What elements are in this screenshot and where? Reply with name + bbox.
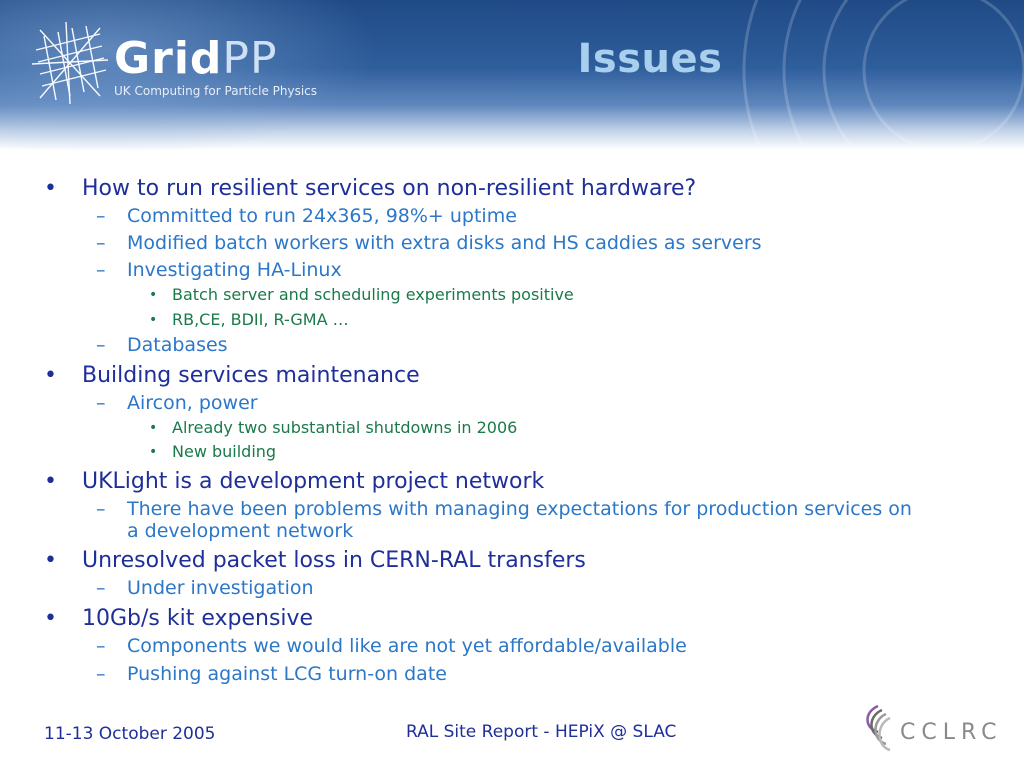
- list-item-text: Modified batch workers with extra disks …: [127, 232, 762, 254]
- bullet-icon: •: [44, 548, 57, 573]
- bullet-icon: •: [149, 420, 158, 436]
- list-item-text: Databases: [127, 334, 228, 356]
- list-item-text: Batch server and scheduling experiments …: [172, 285, 574, 304]
- header-banner: GridPP UK Computing for Particle Physics…: [0, 0, 1024, 150]
- dash-bullet-icon: –: [96, 232, 106, 254]
- dash-bullet-icon: –: [96, 577, 106, 599]
- gridpp-subtitle: UK Computing for Particle Physics: [114, 84, 318, 98]
- dash-bullet-icon: –: [96, 498, 106, 520]
- gridpp-mesh-icon: [31, 21, 109, 105]
- cclrc-wordmark: CCLRC: [900, 720, 1003, 745]
- bullet-icon: •: [149, 287, 158, 303]
- gridpp-logo: GridPP UK Computing for Particle Physics: [30, 20, 330, 110]
- dash-bullet-icon: –: [96, 259, 106, 281]
- list-item-text: How to run resilient services on non-res…: [82, 176, 697, 201]
- list-item-text: Building services maintenance: [82, 363, 420, 388]
- slide-title: Issues: [577, 36, 723, 82]
- footer-title: RAL Site Report - HEPiX @ SLAC: [406, 722, 677, 742]
- list-item-text: 10Gb/s kit expensive: [82, 606, 314, 631]
- list-item-text: Already two substantial shutdowns in 200…: [172, 418, 518, 437]
- bullet-icon: •: [44, 606, 57, 631]
- list-item-text: There have been problems with managing e…: [127, 498, 912, 520]
- dash-bullet-icon: –: [96, 663, 106, 685]
- list-item-text: New building: [172, 442, 277, 461]
- dash-bullet-icon: –: [96, 205, 106, 227]
- cclrc-logo: CCLRC: [858, 698, 1004, 758]
- list-item-text: a development network: [127, 520, 354, 542]
- banner-glow: [0, 0, 380, 150]
- banner-decoration: [742, 0, 1024, 150]
- dash-bullet-icon: –: [96, 392, 106, 414]
- list-item-text: Aircon, power: [127, 392, 258, 414]
- list-item-text: Investigating HA-Linux: [127, 259, 342, 281]
- gridpp-wordmark: GridPP: [114, 33, 278, 84]
- dash-bullet-icon: –: [96, 334, 106, 356]
- list-item-text: Pushing against LCG turn-on date: [127, 663, 447, 685]
- list-item-text: Unresolved packet loss in CERN-RAL trans…: [82, 548, 586, 573]
- list-item-text: Committed to run 24x365, 98%+ uptime: [127, 205, 517, 227]
- list-item-text: Components we would like are not yet aff…: [127, 635, 687, 657]
- bullet-icon: •: [149, 312, 158, 328]
- bullet-icon: •: [44, 469, 57, 494]
- footer-date: 11-13 October 2005: [44, 724, 216, 744]
- list-item-text: UKLight is a development project network: [82, 469, 545, 494]
- bullet-icon: •: [44, 363, 57, 388]
- dash-bullet-icon: –: [96, 635, 106, 657]
- bullet-icon: •: [149, 444, 158, 460]
- cclrc-swirl-icon: [866, 704, 891, 752]
- list-item-text: RB,CE, BDII, R-GMA …: [172, 310, 349, 329]
- list-item-text: Under investigation: [127, 577, 314, 599]
- bullet-icon: •: [44, 176, 57, 201]
